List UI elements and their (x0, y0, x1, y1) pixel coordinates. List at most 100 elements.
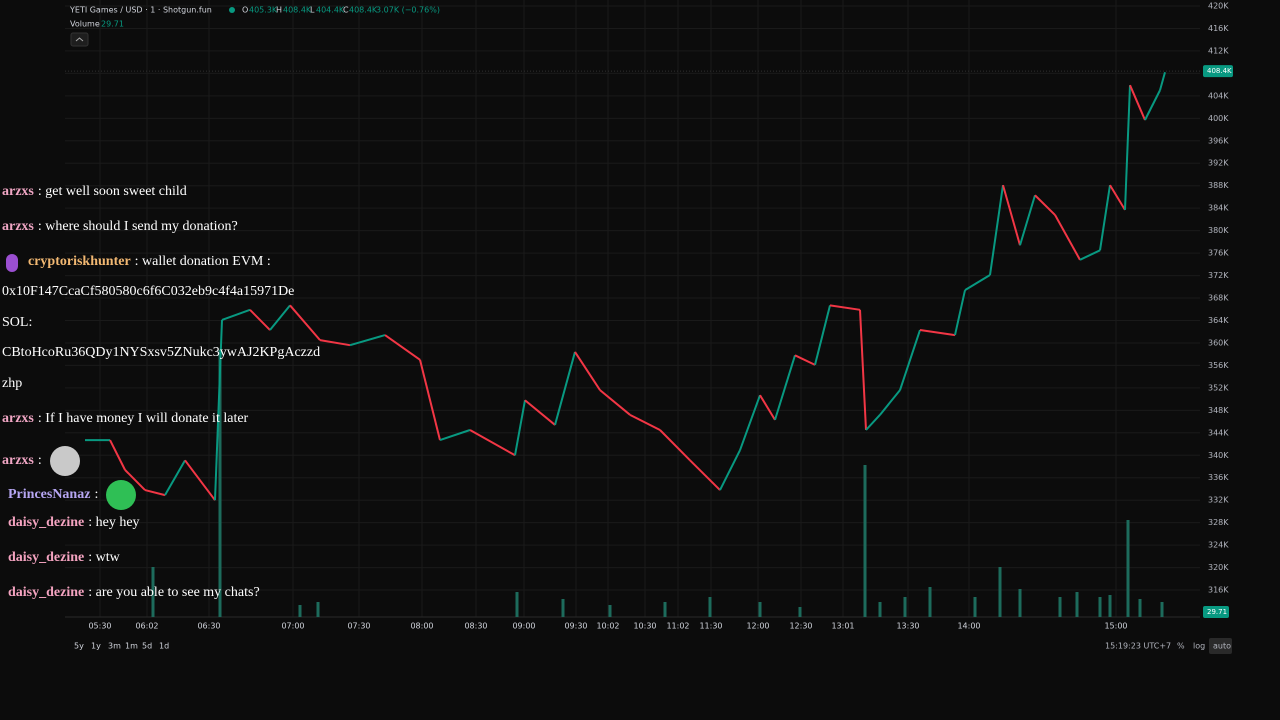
volume-bar (218, 350, 222, 617)
price-segment (759, 394, 776, 421)
auto-toggle-bg[interactable] (1209, 638, 1232, 654)
y-tick-label: 392K (1208, 159, 1229, 168)
grid (65, 0, 1200, 617)
price-segment (384, 334, 421, 361)
x-tick-label: 05:30 (88, 622, 111, 631)
y-tick-label: 412K (1208, 46, 1229, 55)
range-button[interactable]: 5d (142, 642, 152, 651)
volume-bar (515, 592, 519, 617)
y-tick-label: 420K (1208, 2, 1229, 11)
volume-bar (1058, 597, 1062, 617)
price-segment (574, 351, 601, 391)
volume-bar (798, 607, 802, 617)
y-tick-label: 328K (1208, 518, 1229, 527)
price-segment (865, 414, 881, 431)
volume-bar (863, 465, 867, 617)
volume-bar (758, 602, 762, 617)
price-segment (899, 329, 921, 391)
y-tick-label: 320K (1208, 563, 1229, 572)
volume-bar (1138, 599, 1142, 617)
range-button[interactable]: 1y (91, 642, 101, 651)
o-value: 405.3K (249, 6, 278, 15)
x-tick-label: 14:00 (957, 622, 980, 631)
price-segment (1129, 84, 1146, 121)
symbol-title: YETI Games / USD · 1 · Shotgun.fun (69, 6, 212, 15)
volume-bar (1160, 602, 1164, 617)
price-segment (419, 359, 441, 441)
volume-bar (928, 587, 932, 617)
price-segment (1144, 89, 1161, 121)
x-tick-label: 10:02 (596, 622, 619, 631)
y-tick-label: 348K (1208, 406, 1229, 415)
price-segment (879, 389, 901, 416)
c-label: C (343, 6, 349, 15)
h-label: H (276, 6, 282, 15)
c-value: 408.4K (349, 6, 378, 15)
last-price-label: 408.4K (1207, 67, 1232, 75)
range-button[interactable]: 1d (159, 642, 169, 651)
x-tick-label: 09:00 (512, 622, 535, 631)
h-value: 408.4K (283, 6, 312, 15)
price-segment (524, 399, 556, 426)
log-toggle[interactable]: log (1193, 642, 1205, 651)
y-tick-label: 360K (1208, 338, 1229, 347)
x-tick-label: 13:01 (831, 622, 854, 631)
range-button[interactable]: 5y (74, 642, 84, 651)
volume-bar (663, 602, 667, 617)
x-tick-label: 11:02 (666, 622, 689, 631)
price-segment (214, 319, 223, 501)
y-tick-label: 324K (1208, 541, 1229, 550)
y-tick-label: 404K (1208, 91, 1229, 100)
price-segment (469, 429, 516, 457)
price-segment (164, 459, 186, 496)
change: 3.07K (−0.76%) (376, 6, 440, 15)
y-tick-label: 340K (1208, 451, 1229, 460)
y-tick-label: 336K (1208, 473, 1229, 482)
y-tick-label: 400K (1208, 114, 1229, 123)
o-label: O (242, 6, 248, 15)
price-segment (739, 394, 761, 451)
price-segment (859, 309, 867, 431)
price-segment (954, 289, 966, 336)
auto-toggle[interactable]: auto (1213, 642, 1231, 651)
price-segment (1159, 72, 1166, 91)
price-segment (289, 304, 321, 341)
y-tick-label: 344K (1208, 428, 1229, 437)
clock: 15:19:23 UTC+7 (1105, 642, 1171, 651)
volume-bar (298, 605, 302, 617)
volume-bar (878, 602, 882, 617)
price-segment (719, 449, 741, 491)
x-tick-label: 07:30 (347, 622, 370, 631)
range-button[interactable]: 3m (108, 642, 121, 651)
percent-toggle[interactable]: % (1177, 642, 1185, 651)
price-segment (629, 413, 661, 431)
last-price-badge (1203, 65, 1233, 78)
y-tick-label: 352K (1208, 383, 1229, 392)
price-segment (829, 304, 861, 311)
price-segment (319, 339, 351, 347)
x-tick-label: 06:02 (135, 622, 158, 631)
range-button[interactable]: 1m (125, 642, 138, 651)
price-segment (1079, 249, 1101, 261)
collapse-button[interactable] (70, 32, 89, 47)
price-segment (1099, 184, 1111, 251)
volume-bar (316, 602, 320, 617)
price-segment (439, 429, 471, 442)
y-tick-label: 356K (1208, 361, 1229, 370)
x-tick-label: 10:30 (633, 622, 656, 631)
volume-badge (1203, 606, 1229, 618)
price-segment (1002, 184, 1021, 246)
y-tick-label: 416K (1208, 24, 1229, 33)
price-segment (269, 304, 291, 331)
y-tick-label: 384K (1208, 204, 1229, 213)
volume-bar (608, 605, 612, 617)
volume-bar (1018, 589, 1022, 617)
price-segment (794, 354, 816, 366)
collapse-icon (75, 37, 84, 42)
price-segment (689, 459, 721, 491)
price-segment (599, 389, 631, 416)
price-segment (659, 429, 691, 462)
price-segment (144, 489, 166, 497)
